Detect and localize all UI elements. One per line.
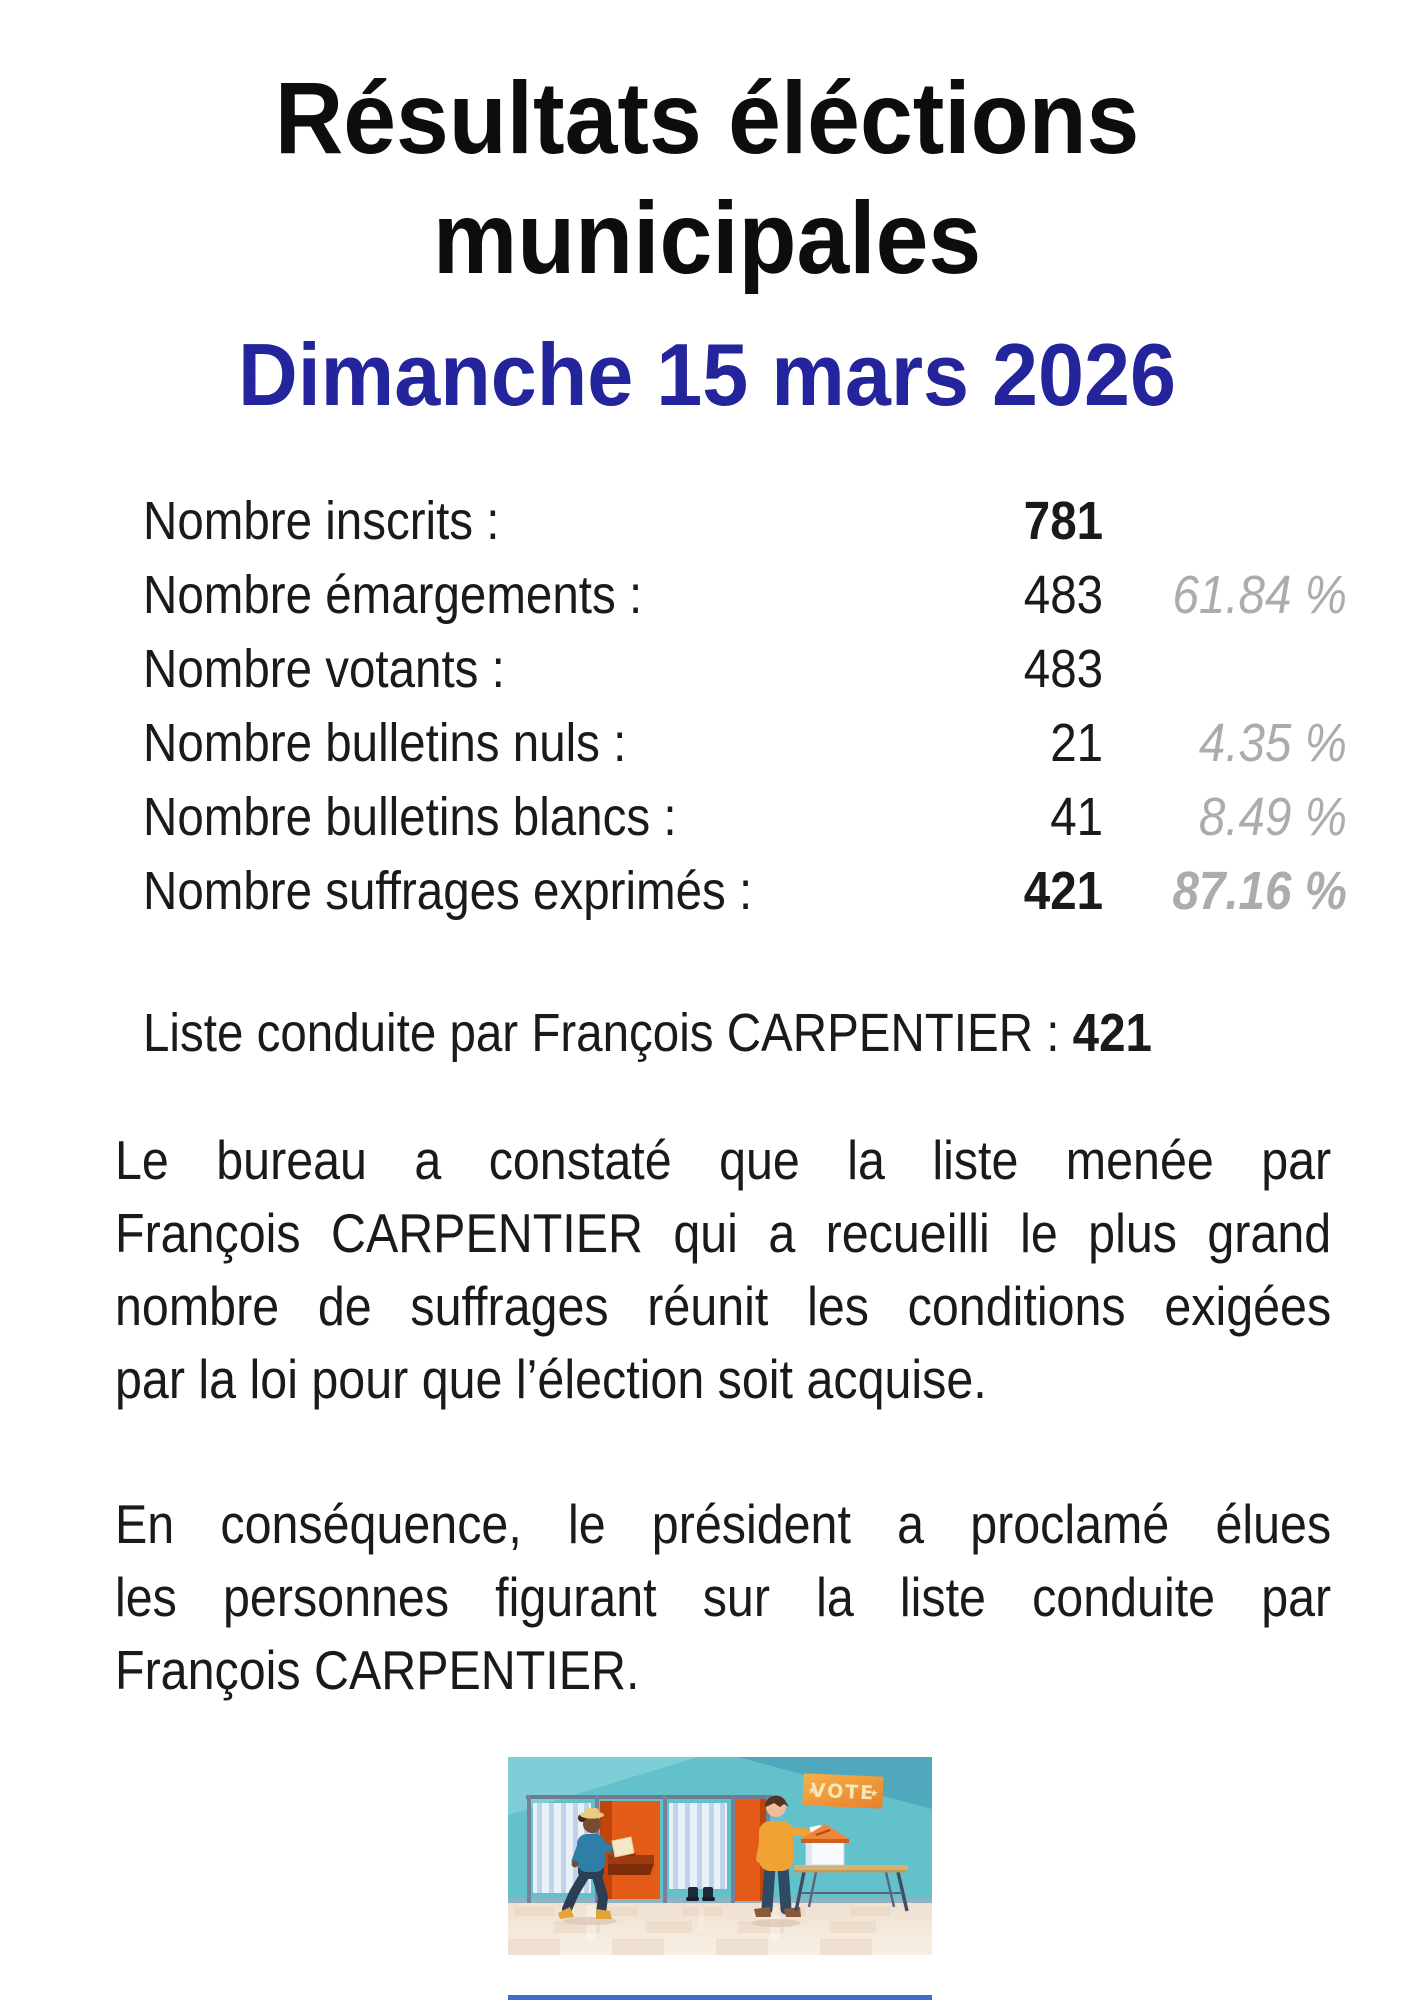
voting-illustration: VOTE ★ ★ xyxy=(508,1757,932,1955)
vote-sign: VOTE ★ ★ xyxy=(802,1773,884,1809)
page-title-line1: Résultats éléctions xyxy=(274,61,1140,175)
paragraph-1: Le bureau a constaté que la liste menée … xyxy=(115,1124,1331,1416)
stat-percentage xyxy=(1103,484,1347,558)
stat-percentage: 4.35 % xyxy=(1198,713,1347,773)
table xyxy=(794,1865,909,1912)
stat-row: Nombre bulletins blancs : 41 8.49 % xyxy=(143,780,1347,854)
stat-row: Nombre inscrits : 781 xyxy=(143,484,1347,558)
stat-label: Nombre bulletins blancs : xyxy=(143,787,677,847)
list-result-label: Liste conduite par François CARPENTIER : xyxy=(143,1003,1060,1063)
paragraph-line: les personnes figurant sur la liste cond… xyxy=(115,1566,1332,1628)
stat-value: 41 xyxy=(1050,787,1104,847)
list-result-line: Liste conduite par François CARPENTIER :… xyxy=(143,996,1152,1070)
stat-row: Nombre bulletins nuls : 21 4.35 % xyxy=(143,706,1347,780)
voting-booths xyxy=(526,1795,772,1903)
paragraph-line: François CARPENTIER. xyxy=(115,1639,640,1701)
stat-row: Nombre émargements : 483 61.84 % xyxy=(143,558,1347,632)
page-title-line2: municipales xyxy=(432,181,982,295)
stat-row: Nombre suffrages exprimés : 421 87.16 % xyxy=(143,854,1347,928)
ballot-box xyxy=(801,1824,849,1866)
paragraph-line: François CARPENTIER qui a recueilli le p… xyxy=(115,1202,1332,1264)
stat-percentage: 8.49 % xyxy=(1198,787,1347,847)
paragraph-line: nombre de suffrages réunit les condition… xyxy=(115,1275,1332,1337)
voter-feet xyxy=(686,1887,715,1901)
woman-voter xyxy=(558,1808,635,1925)
stat-percentage xyxy=(1103,632,1347,706)
stat-value: 21 xyxy=(1050,713,1104,773)
stat-label: Nombre émargements : xyxy=(143,565,643,625)
paragraph-line: Le bureau a constaté que la liste menée … xyxy=(115,1129,1332,1191)
stat-label: Nombre inscrits : xyxy=(143,491,500,551)
stat-percentage: 61.84 % xyxy=(1172,565,1347,625)
stat-value: 421 xyxy=(1023,861,1104,921)
stat-percentage: 87.16 % xyxy=(1172,861,1347,921)
vote-sign-star-right: ★ xyxy=(869,1788,878,1799)
vote-sign-text: VOTE xyxy=(810,1780,875,1805)
voting-scene-svg: VOTE ★ ★ xyxy=(508,1757,932,1955)
stat-value: 483 xyxy=(1023,639,1104,699)
election-date: Dimanche 15 mars 2026 xyxy=(237,325,1177,424)
cropped-next-image-edge xyxy=(508,1995,932,2000)
paragraph-2: En conséquence, le président a proclamé … xyxy=(115,1488,1331,1707)
paragraph-line: par la loi pour que l’élection soit acqu… xyxy=(115,1348,987,1410)
paragraph-line: En conséquence, le président a proclamé … xyxy=(115,1493,1332,1555)
stats-table: Nombre inscrits : 781 Nombre émargements :… xyxy=(143,484,1347,928)
stat-value: 781 xyxy=(1023,491,1104,551)
list-result-value: 421 xyxy=(1072,1003,1152,1063)
page-title: Résultats éléctions municipales xyxy=(49,58,1364,298)
stat-label: Nombre bulletins nuls : xyxy=(143,713,627,773)
man-voter xyxy=(751,1795,823,1927)
stat-label: Nombre votants : xyxy=(143,639,505,699)
curtain-booth-2 xyxy=(669,1803,727,1901)
stat-label: Nombre suffrages exprimés : xyxy=(143,861,753,921)
stat-row: Nombre votants : 483 xyxy=(143,632,1347,706)
vote-sign-star-left: ★ xyxy=(807,1785,816,1796)
stat-value: 483 xyxy=(1023,565,1104,625)
